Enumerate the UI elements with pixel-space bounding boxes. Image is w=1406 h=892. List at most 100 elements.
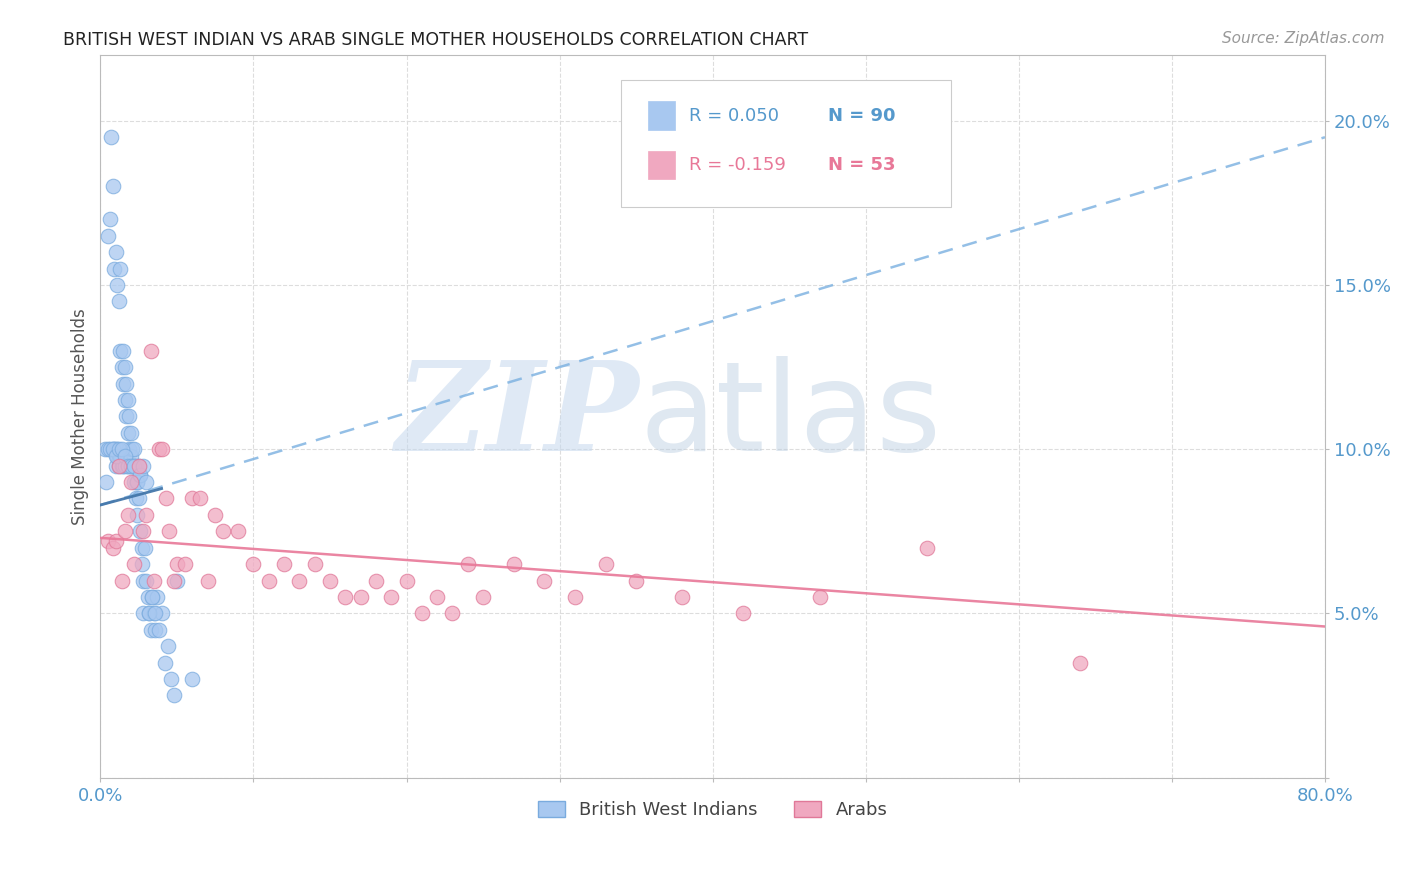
Point [120,425,142,440]
Point [107,449,129,463]
Point [112,376,135,391]
Point [129,468,152,483]
Point [457,557,479,571]
Point [141,590,163,604]
Point [132,458,155,473]
Point [115,376,138,391]
Point [101,541,124,555]
Point [380,590,402,604]
Point [141,590,163,604]
Point [124,491,146,506]
Point [129,524,152,539]
Point [142,574,165,588]
Point [122,442,145,457]
Point [107,294,129,309]
Point [96,475,118,489]
Text: atlas: atlas [640,356,941,477]
Bar [648,151,675,179]
Point [204,508,226,522]
Point [197,574,219,588]
Point [148,623,170,637]
Point [107,458,129,473]
Point [156,639,179,653]
Point [226,524,249,539]
Point [120,449,142,463]
Point [107,442,129,457]
Text: R = 0.050: R = 0.050 [689,107,779,125]
Point [135,508,157,522]
Point [101,442,124,457]
Point [122,458,145,473]
Point [273,557,295,571]
Point [105,449,128,463]
Point [181,672,204,686]
Point [163,689,186,703]
Point [111,574,134,588]
Point [808,590,831,604]
Point [97,534,120,549]
Legend: British West Indians, Arabs: British West Indians, Arabs [530,794,894,826]
Point [112,458,135,473]
Point [101,179,124,194]
Point [135,475,157,489]
Text: Source: ZipAtlas.com: Source: ZipAtlas.com [1222,31,1385,46]
Point [118,442,141,457]
Point [136,590,159,604]
Point [117,425,139,440]
Text: BRITISH WEST INDIAN VS ARAB SINGLE MOTHER HOUSEHOLDS CORRELATION CHART: BRITISH WEST INDIAN VS ARAB SINGLE MOTHE… [63,31,808,49]
Point [242,557,264,571]
Point [127,475,149,489]
Text: N = 53: N = 53 [828,156,896,174]
Point [138,607,160,621]
Point [131,541,153,555]
Point [114,392,136,407]
Point [134,541,156,555]
Text: R = -0.159: R = -0.159 [689,156,786,174]
Point [122,458,145,473]
Point [110,343,132,358]
Point [145,623,167,637]
Point [132,574,155,588]
Point [564,590,586,604]
Point [94,442,117,457]
Point [150,607,173,621]
Point [671,590,693,604]
Point [104,449,127,463]
Point [129,468,152,483]
Point [110,449,132,463]
Point [472,590,495,604]
Point [128,491,150,506]
Point [118,409,141,424]
Point [122,475,145,489]
Point [159,672,181,686]
Point [104,245,127,260]
Point [128,458,150,473]
Point [100,130,122,145]
Point [117,458,139,473]
Point [173,557,195,571]
Point [114,524,136,539]
Point [132,607,155,621]
Point [181,491,204,506]
Point [127,475,149,489]
Point [146,590,169,604]
Point [120,458,142,473]
Point [120,458,142,473]
Point [135,574,157,588]
Point [120,475,142,489]
Point [128,458,150,473]
Text: ZIP: ZIP [395,356,640,477]
Point [139,623,162,637]
Point [319,574,342,588]
Point [132,524,155,539]
Point [188,491,211,506]
Point [97,442,120,457]
Point [153,656,176,670]
Point [104,442,127,457]
Point [150,442,173,457]
Point [138,607,160,621]
Point [111,360,134,375]
Point [114,449,136,463]
Point [114,458,136,473]
Point [121,458,143,473]
